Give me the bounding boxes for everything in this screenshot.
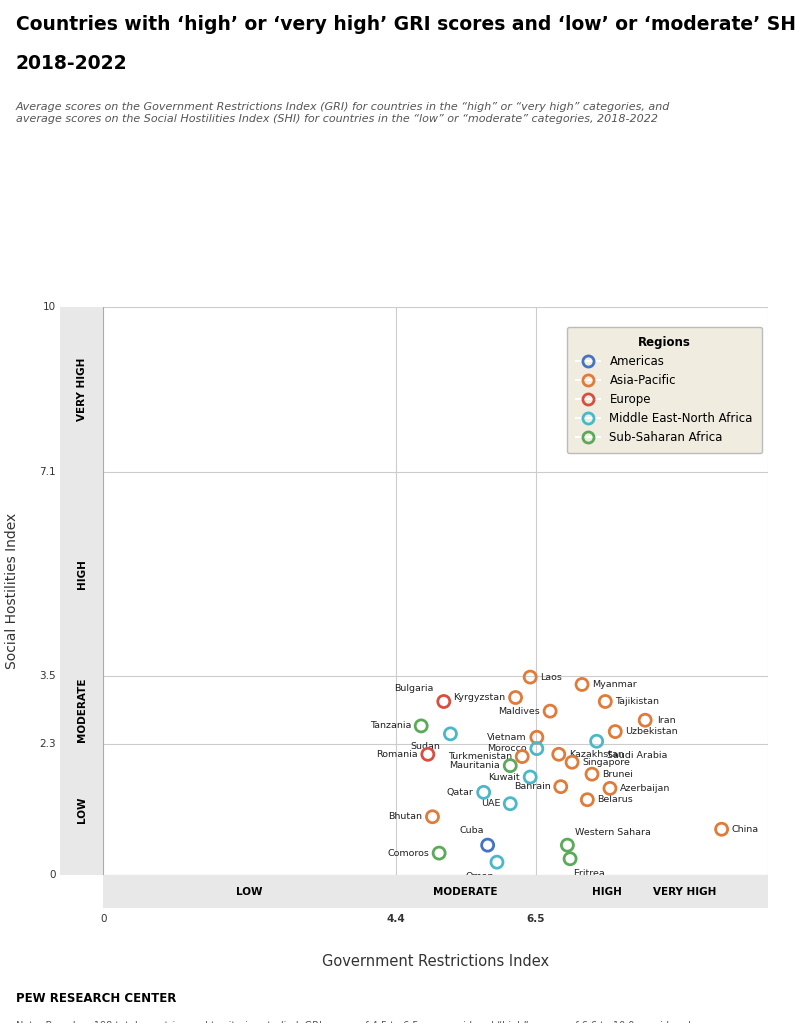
Text: Government Restrictions Index: Government Restrictions Index bbox=[322, 954, 549, 970]
Text: Mauritania: Mauritania bbox=[450, 761, 500, 770]
Text: 6.5: 6.5 bbox=[526, 914, 544, 924]
Point bbox=[586, 766, 599, 783]
Point bbox=[552, 746, 565, 762]
Point bbox=[478, 785, 490, 801]
Point bbox=[530, 741, 543, 757]
Text: Kazakhstan: Kazakhstan bbox=[568, 750, 623, 759]
Text: Tajikistan: Tajikistan bbox=[615, 697, 659, 706]
Point bbox=[482, 837, 494, 853]
Text: VERY HIGH: VERY HIGH bbox=[76, 357, 87, 420]
Text: Note: Based on 198 total countries and territories studied. GRI scores of 4.5 to: Note: Based on 198 total countries and t… bbox=[16, 1021, 691, 1023]
Text: VERY HIGH: VERY HIGH bbox=[654, 887, 716, 896]
Legend: Americas, Asia-Pacific, Europe, Middle East-North Africa, Sub-Saharan Africa: Americas, Asia-Pacific, Europe, Middle E… bbox=[567, 327, 763, 453]
Text: Romania: Romania bbox=[377, 750, 418, 759]
Text: LOW: LOW bbox=[76, 796, 87, 822]
Point bbox=[561, 837, 574, 853]
Text: Average scores on the Government Restrictions Index (GRI) for countries in the “: Average scores on the Government Restric… bbox=[16, 102, 670, 124]
Point bbox=[566, 754, 579, 770]
Point bbox=[516, 749, 529, 765]
Text: 10: 10 bbox=[43, 302, 56, 312]
Text: 7.1: 7.1 bbox=[39, 466, 56, 477]
Point bbox=[591, 733, 603, 750]
Text: Kyrgyzstan: Kyrgyzstan bbox=[454, 693, 505, 702]
Text: Iran: Iran bbox=[657, 716, 676, 724]
Text: Myanmar: Myanmar bbox=[592, 680, 637, 688]
Text: 2.3: 2.3 bbox=[39, 739, 56, 749]
Point bbox=[438, 694, 451, 710]
Text: 2018-2022: 2018-2022 bbox=[16, 54, 127, 74]
Text: Bahrain: Bahrain bbox=[514, 783, 551, 791]
Text: China: China bbox=[732, 825, 759, 834]
Text: LOW: LOW bbox=[236, 887, 263, 896]
Point bbox=[509, 690, 522, 706]
Text: Social Hostilities Index: Social Hostilities Index bbox=[5, 513, 19, 669]
Text: Singapore: Singapore bbox=[582, 758, 630, 767]
Text: Maldives: Maldives bbox=[498, 707, 540, 716]
Text: 0: 0 bbox=[100, 914, 107, 924]
Point bbox=[524, 669, 537, 685]
Point bbox=[524, 769, 537, 786]
Text: Comoros: Comoros bbox=[388, 849, 429, 857]
Text: Kuwait: Kuwait bbox=[489, 772, 521, 782]
Text: Oman: Oman bbox=[465, 873, 494, 882]
Text: Belarus: Belarus bbox=[597, 795, 633, 804]
Point bbox=[490, 854, 503, 871]
Text: Eritrea: Eritrea bbox=[573, 869, 605, 878]
Point bbox=[421, 746, 434, 762]
Text: Cuba: Cuba bbox=[460, 826, 484, 835]
Text: 4.4: 4.4 bbox=[387, 914, 405, 924]
Point bbox=[639, 712, 652, 728]
Text: 3.5: 3.5 bbox=[39, 671, 56, 681]
Text: Sudan: Sudan bbox=[411, 743, 440, 751]
Text: Brunei: Brunei bbox=[602, 769, 633, 779]
Text: Countries with ‘high’ or ‘very high’ GRI scores and ‘low’ or ‘moderate’ SHI scor: Countries with ‘high’ or ‘very high’ GRI… bbox=[16, 15, 796, 35]
Point bbox=[576, 676, 588, 693]
Text: Bhutan: Bhutan bbox=[388, 812, 423, 821]
Point bbox=[426, 808, 439, 825]
Text: Laos: Laos bbox=[540, 672, 562, 681]
Point bbox=[716, 821, 728, 838]
Text: UAE: UAE bbox=[481, 799, 500, 808]
Text: MODERATE: MODERATE bbox=[76, 678, 87, 743]
Text: Morocco: Morocco bbox=[487, 744, 527, 753]
Text: Qatar: Qatar bbox=[447, 788, 474, 797]
Text: Tanzania: Tanzania bbox=[370, 721, 412, 730]
Point bbox=[530, 729, 543, 746]
Text: Turkmenistan: Turkmenistan bbox=[448, 752, 513, 761]
Text: HIGH: HIGH bbox=[592, 887, 622, 896]
Point bbox=[564, 850, 576, 866]
Point bbox=[581, 792, 594, 808]
Text: Bulgaria: Bulgaria bbox=[395, 684, 434, 693]
Point bbox=[544, 703, 556, 719]
Point bbox=[444, 725, 457, 742]
Text: Vietnam: Vietnam bbox=[487, 732, 527, 742]
Point bbox=[415, 718, 427, 735]
Text: Saudi Arabia: Saudi Arabia bbox=[607, 752, 667, 760]
Text: HIGH: HIGH bbox=[76, 559, 87, 588]
Point bbox=[504, 796, 517, 812]
Text: MODERATE: MODERATE bbox=[434, 887, 498, 896]
Point bbox=[433, 845, 446, 861]
Point bbox=[603, 781, 616, 797]
Point bbox=[609, 723, 622, 740]
Point bbox=[554, 779, 567, 795]
Point bbox=[504, 757, 517, 773]
Text: Uzbekistan: Uzbekistan bbox=[625, 727, 678, 737]
Text: PEW RESEARCH CENTER: PEW RESEARCH CENTER bbox=[16, 991, 176, 1005]
Text: Western Sahara: Western Sahara bbox=[576, 828, 651, 837]
Text: 0: 0 bbox=[49, 870, 56, 880]
Text: Azerbaijan: Azerbaijan bbox=[620, 784, 670, 793]
Point bbox=[599, 694, 611, 710]
